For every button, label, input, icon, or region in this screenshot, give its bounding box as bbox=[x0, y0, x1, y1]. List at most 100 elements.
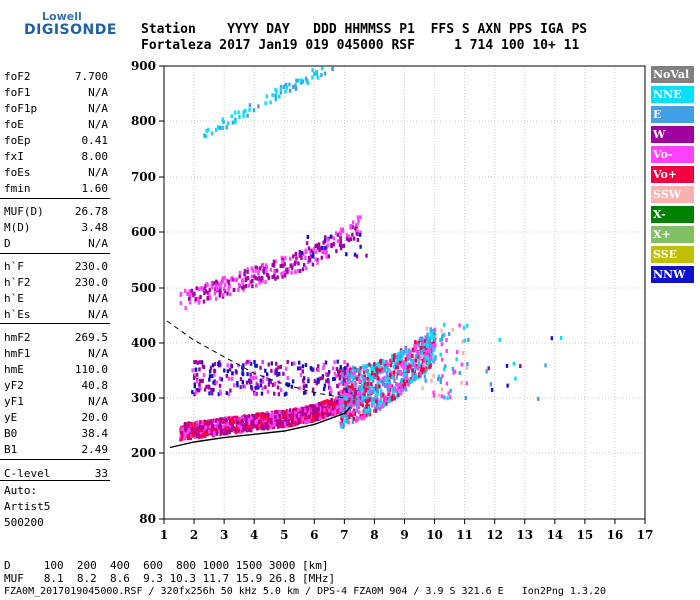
logo-line1: Lowell bbox=[42, 10, 82, 23]
echo-point bbox=[324, 249, 328, 254]
echo-point bbox=[345, 365, 349, 370]
echo-point bbox=[221, 126, 224, 131]
echo-point bbox=[413, 358, 416, 363]
param-name: foEs bbox=[4, 166, 31, 179]
echo-point bbox=[348, 399, 351, 404]
echo-point bbox=[424, 353, 427, 358]
echo-point bbox=[259, 383, 263, 388]
echo-point bbox=[384, 366, 387, 371]
echo-point bbox=[385, 364, 389, 369]
echo-point bbox=[395, 394, 399, 399]
echo-point bbox=[188, 423, 191, 428]
echo-point bbox=[389, 358, 392, 363]
echo-point bbox=[378, 368, 382, 373]
echo-point bbox=[350, 237, 353, 242]
echo-point bbox=[227, 416, 230, 421]
echo-point bbox=[265, 94, 268, 99]
echo-point bbox=[304, 417, 307, 422]
echo-point bbox=[400, 388, 403, 392]
echo-point bbox=[414, 365, 417, 370]
echo-point bbox=[344, 370, 347, 375]
echo-point bbox=[276, 275, 279, 280]
echo-point bbox=[261, 375, 265, 380]
echo-point bbox=[376, 392, 379, 397]
echo-point bbox=[297, 420, 300, 425]
echo-point bbox=[303, 410, 306, 415]
echo-point bbox=[426, 361, 429, 366]
echo-point bbox=[282, 409, 285, 414]
echo-point bbox=[321, 250, 324, 254]
echo-point bbox=[301, 406, 304, 411]
echo-point bbox=[352, 220, 355, 225]
echo-point bbox=[314, 249, 318, 254]
echo-point bbox=[348, 375, 351, 380]
echo-point bbox=[399, 369, 402, 374]
echo-point bbox=[210, 387, 213, 392]
param-row: yF2 40.8 bbox=[4, 378, 108, 394]
echo-point bbox=[254, 417, 257, 422]
echo-point bbox=[184, 288, 187, 293]
echo-point bbox=[368, 395, 371, 400]
echo-point bbox=[239, 385, 242, 390]
echo-point bbox=[230, 428, 233, 432]
echo-point bbox=[268, 416, 272, 421]
echo-point bbox=[339, 365, 342, 370]
echo-point bbox=[274, 276, 277, 281]
echo-point bbox=[346, 411, 350, 416]
echo-point bbox=[265, 413, 268, 418]
echo-point bbox=[261, 359, 264, 364]
echo-point bbox=[279, 364, 282, 369]
echo-point bbox=[279, 264, 282, 269]
param-value: N/A bbox=[88, 237, 108, 250]
echo-point bbox=[396, 387, 400, 392]
echo-point bbox=[379, 358, 383, 363]
echo-point bbox=[376, 370, 379, 375]
echo-point bbox=[537, 396, 540, 401]
echo-point bbox=[197, 300, 200, 305]
echo-point bbox=[426, 332, 429, 337]
echo-point bbox=[460, 380, 463, 385]
echo-point bbox=[272, 415, 275, 419]
echo-point bbox=[402, 366, 405, 371]
echo-point bbox=[212, 281, 216, 286]
echo-point bbox=[351, 365, 355, 370]
echo-point bbox=[259, 425, 263, 430]
echo-point bbox=[302, 378, 305, 383]
echo-point bbox=[318, 248, 321, 253]
echo-point bbox=[258, 280, 261, 285]
param-row: hmF2 269.5 bbox=[4, 330, 108, 346]
echo-point bbox=[253, 274, 256, 279]
echo-point bbox=[260, 391, 264, 396]
param-row: D N/A bbox=[4, 236, 108, 252]
echo-point bbox=[295, 256, 298, 261]
legend-item-vo-: Vo- bbox=[651, 146, 694, 163]
echo-point bbox=[303, 376, 306, 381]
echo-point bbox=[466, 362, 469, 367]
muf-line: MUF 8.1 8.2 8.6 9.3 10.3 11.7 15.9 26.8 … bbox=[4, 572, 336, 585]
echo-point bbox=[322, 240, 325, 245]
echo-point bbox=[316, 414, 319, 419]
echo-point bbox=[426, 348, 430, 352]
echo-point bbox=[323, 407, 326, 412]
echo-point bbox=[403, 382, 406, 387]
echo-point bbox=[231, 421, 234, 426]
echo-point bbox=[284, 410, 288, 415]
echo-point bbox=[298, 269, 302, 273]
echo-point bbox=[230, 376, 234, 381]
echo-point bbox=[290, 265, 294, 270]
echo-point bbox=[402, 360, 405, 365]
echo-point bbox=[381, 404, 385, 409]
param-name: hmF1 bbox=[4, 347, 31, 360]
echo-point bbox=[356, 232, 359, 237]
echo-point bbox=[390, 395, 394, 400]
echo-point bbox=[388, 380, 391, 385]
echo-point bbox=[226, 363, 229, 368]
echo-point bbox=[445, 338, 448, 343]
echo-point bbox=[252, 421, 255, 426]
echo-point bbox=[279, 90, 283, 95]
echo-point bbox=[195, 286, 198, 291]
echo-point bbox=[350, 396, 353, 401]
echo-point bbox=[381, 401, 384, 406]
echo-point bbox=[424, 369, 427, 374]
echo-point bbox=[285, 382, 288, 387]
